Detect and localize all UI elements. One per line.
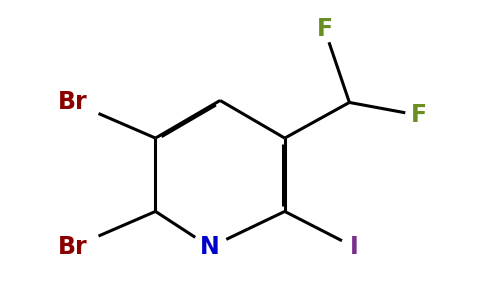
Text: F: F — [317, 17, 333, 41]
Text: Br: Br — [58, 235, 88, 259]
Text: I: I — [350, 235, 359, 259]
Text: Br: Br — [58, 90, 88, 114]
Text: N: N — [200, 235, 220, 259]
Text: F: F — [411, 103, 427, 127]
